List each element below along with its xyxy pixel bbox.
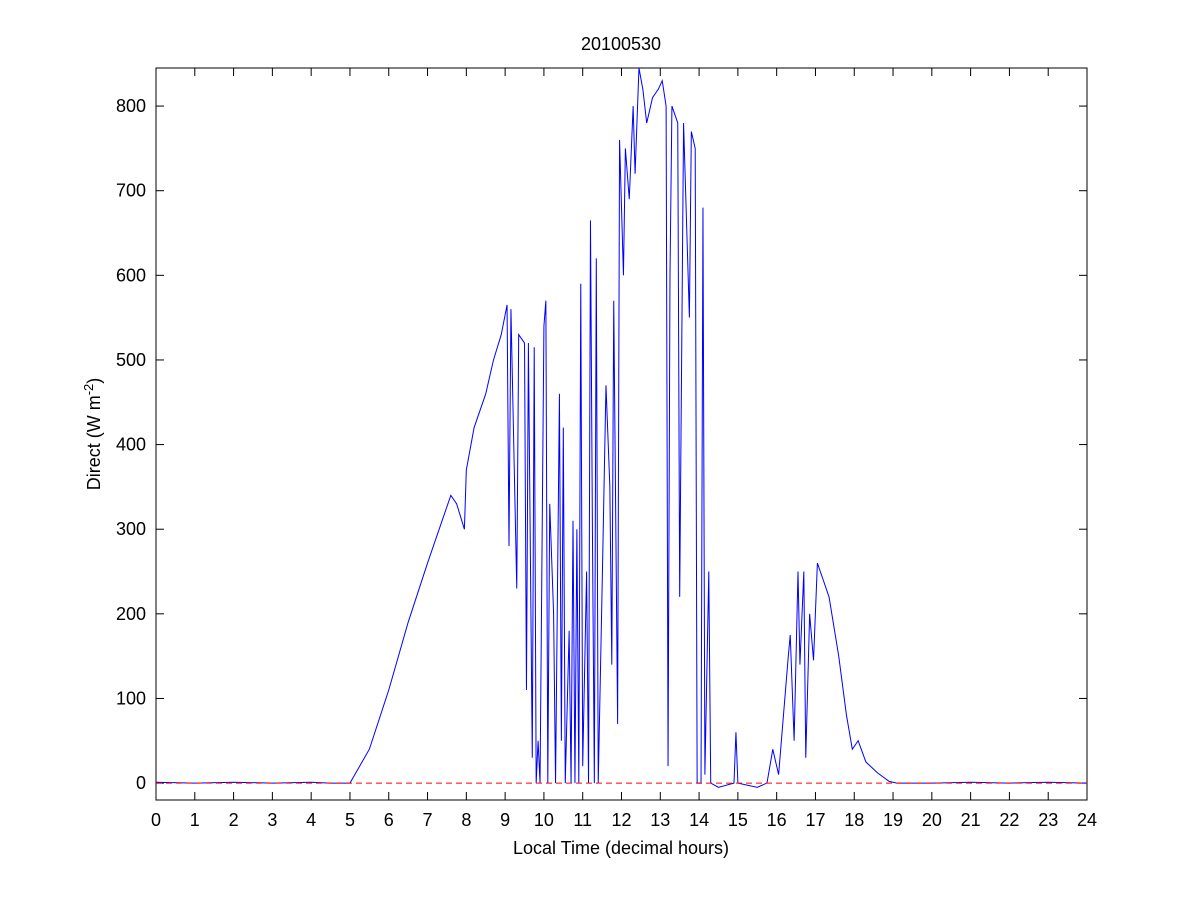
x-tick-label: 1 <box>190 810 200 830</box>
x-tick-label: 4 <box>306 810 316 830</box>
x-axis-label: Local Time (decimal hours) <box>513 838 729 858</box>
y-axis-label-exponent: -2 <box>81 384 96 396</box>
x-tick-label: 10 <box>534 810 554 830</box>
x-tick-label: 12 <box>611 810 631 830</box>
y-axis-label-main: Direct (W m <box>84 395 104 490</box>
x-tick-label: 7 <box>423 810 433 830</box>
x-tick-label: 11 <box>573 810 592 830</box>
x-tick-label: 0 <box>151 810 161 830</box>
x-tick-label: 14 <box>689 810 709 830</box>
x-tick-label: 22 <box>999 810 1019 830</box>
y-tick-label: 400 <box>116 435 146 455</box>
y-tick-label: 200 <box>116 604 146 624</box>
y-axis-label: Direct (W m-2) <box>81 378 104 491</box>
y-tick-label: 300 <box>116 519 146 539</box>
x-tick-label: 20 <box>922 810 942 830</box>
y-tick-label: 100 <box>116 688 146 708</box>
x-tick-label: 16 <box>767 810 787 830</box>
y-tick-label: 0 <box>136 773 146 793</box>
x-tick-label: 18 <box>844 810 864 830</box>
y-axis-label-end: ) <box>84 378 104 384</box>
x-tick-label: 24 <box>1077 810 1097 830</box>
y-tick-label: 800 <box>116 96 146 116</box>
data-line <box>155 67 1088 788</box>
x-tick-label: 8 <box>461 810 471 830</box>
y-tick-label: 700 <box>116 181 146 201</box>
y-tick-label: 600 <box>116 265 146 285</box>
x-tick-label: 19 <box>883 810 903 830</box>
y-tick-label: 500 <box>116 350 146 370</box>
x-tick-label: 9 <box>500 810 510 830</box>
x-tick-label: 21 <box>961 810 981 830</box>
x-tick-label: 17 <box>805 810 825 830</box>
x-tick-label: 15 <box>728 810 748 830</box>
x-tick-label: 2 <box>229 810 239 830</box>
x-tick-label: 3 <box>267 810 277 830</box>
x-tick-label: 23 <box>1038 810 1058 830</box>
x-tick-label: 6 <box>384 810 394 830</box>
x-tick-label: 5 <box>345 810 355 830</box>
x-tick-label: 13 <box>650 810 670 830</box>
chart-title: 20100530 <box>581 34 661 54</box>
